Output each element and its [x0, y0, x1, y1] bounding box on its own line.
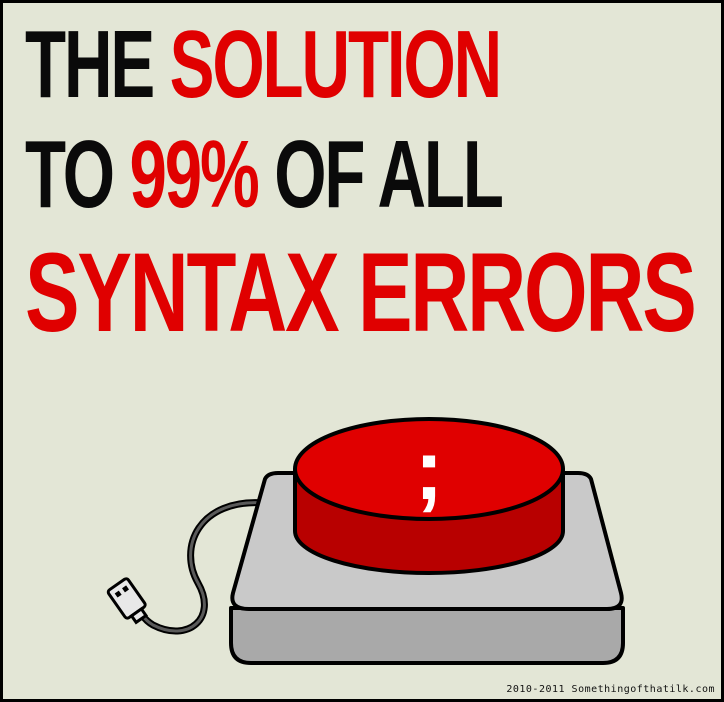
word-solution: SOLUTION	[169, 11, 502, 118]
semicolon-label: ;	[415, 422, 444, 518]
word-to: TO	[25, 121, 115, 228]
headline-line-1: THE SOLUTION	[25, 11, 502, 118]
credit-text: 2010-2011 Somethingofthatilk.com	[506, 684, 715, 695]
word-syntax-errors: SYNTAX ERRORS	[25, 230, 697, 355]
word-of-all: OF ALL	[274, 121, 504, 228]
headline-line-2: TO 99% OF ALL	[25, 121, 504, 228]
button-illustration: ;	[106, 417, 625, 665]
semicolon-button: ;	[293, 417, 565, 575]
word-the: THE	[25, 11, 155, 118]
usb-plug-icon	[106, 577, 149, 625]
headline-line-3: SYNTAX ERRORS	[25, 230, 697, 355]
word-99-percent: 99%	[129, 121, 259, 228]
